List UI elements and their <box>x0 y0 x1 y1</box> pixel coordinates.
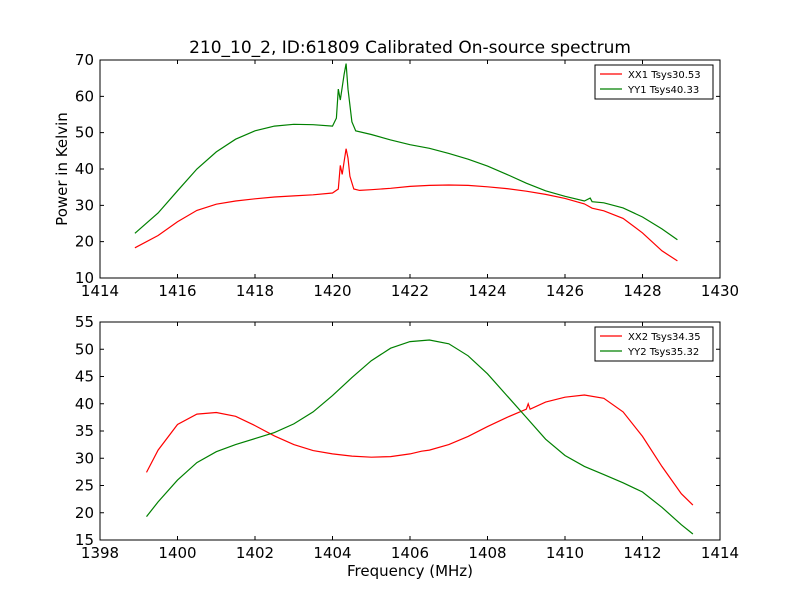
top-y-tick-label-0: 10 <box>75 269 94 287</box>
plot-top: 1414 1416 1418 1420 1422 1424 1426 1428 1430 10 20… <box>53 51 739 300</box>
bottom-legend-label-0: XX2 Tsys34.35 <box>628 332 701 343</box>
bottom-y-tick-label-5: 40 <box>75 395 94 413</box>
top-y-tick-label-4: 50 <box>75 124 94 142</box>
top-legend: XX1 Tsys30.53 YY1 Tsys40.33 <box>594 64 714 100</box>
top-x-tick-label-3: 1420 <box>313 282 351 300</box>
bottom-x-tick-label-8: 1414 <box>701 544 739 562</box>
bottom-series-line-0 <box>145 394 694 506</box>
top-y-tick-label-5: 60 <box>75 87 94 105</box>
plot-bottom: 1398 1400 1402 1404 1406 1408 1410 1412 1414 15 20… <box>75 313 739 562</box>
bottom-x-tick-label-3: 1404 <box>313 544 351 562</box>
top-x-tick-label-8: 1430 <box>701 282 739 300</box>
top-y-tick-label-6: 70 <box>75 51 94 69</box>
top-y-tick-label-1: 20 <box>75 233 94 251</box>
top-x-tick-label-5: 1424 <box>468 282 506 300</box>
bottom-x-tick-label-1: 1400 <box>158 544 196 562</box>
top-x-tick-label-0: 1414 <box>81 282 119 300</box>
bottom-y-tick-label-1: 20 <box>75 504 94 522</box>
top-x-tick-label-7: 1428 <box>623 282 661 300</box>
bottom-y-tick-label-2: 25 <box>75 477 94 495</box>
bottom-y-tick-label-0: 15 <box>75 531 94 549</box>
bottom-y-tick-label-7: 50 <box>75 340 94 358</box>
bottom-x-tick-label-7: 1412 <box>623 544 661 562</box>
bottom-legend: XX2 Tsys34.35 YY2 Tsys35.32 <box>594 326 714 362</box>
bottom-y-tick-label-3: 30 <box>75 449 94 467</box>
top-x-tick-label-1: 1416 <box>158 282 196 300</box>
bottom-y-tick-label-6: 45 <box>75 368 94 386</box>
bottom-x-tick-label-2: 1402 <box>236 544 274 562</box>
bottom-legend-box <box>594 326 714 362</box>
top-y-tick-label-3: 40 <box>75 160 94 178</box>
x-axis-label: Frequency (MHz) <box>347 562 473 580</box>
bottom-y-tick-label-8: 55 <box>75 313 94 331</box>
bottom-series-line-1 <box>146 339 694 535</box>
top-y-axis-label: Power in Kelvin <box>53 112 71 226</box>
top-series-line-0 <box>134 148 678 262</box>
top-legend-box <box>594 64 714 100</box>
top-legend-label-0: XX1 Tsys30.53 <box>628 70 701 81</box>
top-series-line-1 <box>134 63 678 241</box>
bottom-x-tick-label-5: 1408 <box>468 544 506 562</box>
bottom-x-tick-label-6: 1410 <box>546 544 584 562</box>
bottom-legend-label-1: YY2 Tsys35.32 <box>627 347 699 358</box>
bottom-x-tick-label-4: 1406 <box>391 544 429 562</box>
top-x-tick-label-6: 1426 <box>546 282 584 300</box>
top-y-tick-label-2: 30 <box>75 196 94 214</box>
top-x-tick-label-2: 1418 <box>236 282 274 300</box>
top-legend-label-1: YY1 Tsys40.33 <box>627 85 699 96</box>
bottom-x-tick-label-0: 1398 <box>81 544 119 562</box>
top-x-tick-label-4: 1422 <box>391 282 429 300</box>
figure-title: 210_10_2, ID:61809 Calibrated On-source … <box>189 38 631 58</box>
bottom-y-tick-label-4: 35 <box>75 422 94 440</box>
